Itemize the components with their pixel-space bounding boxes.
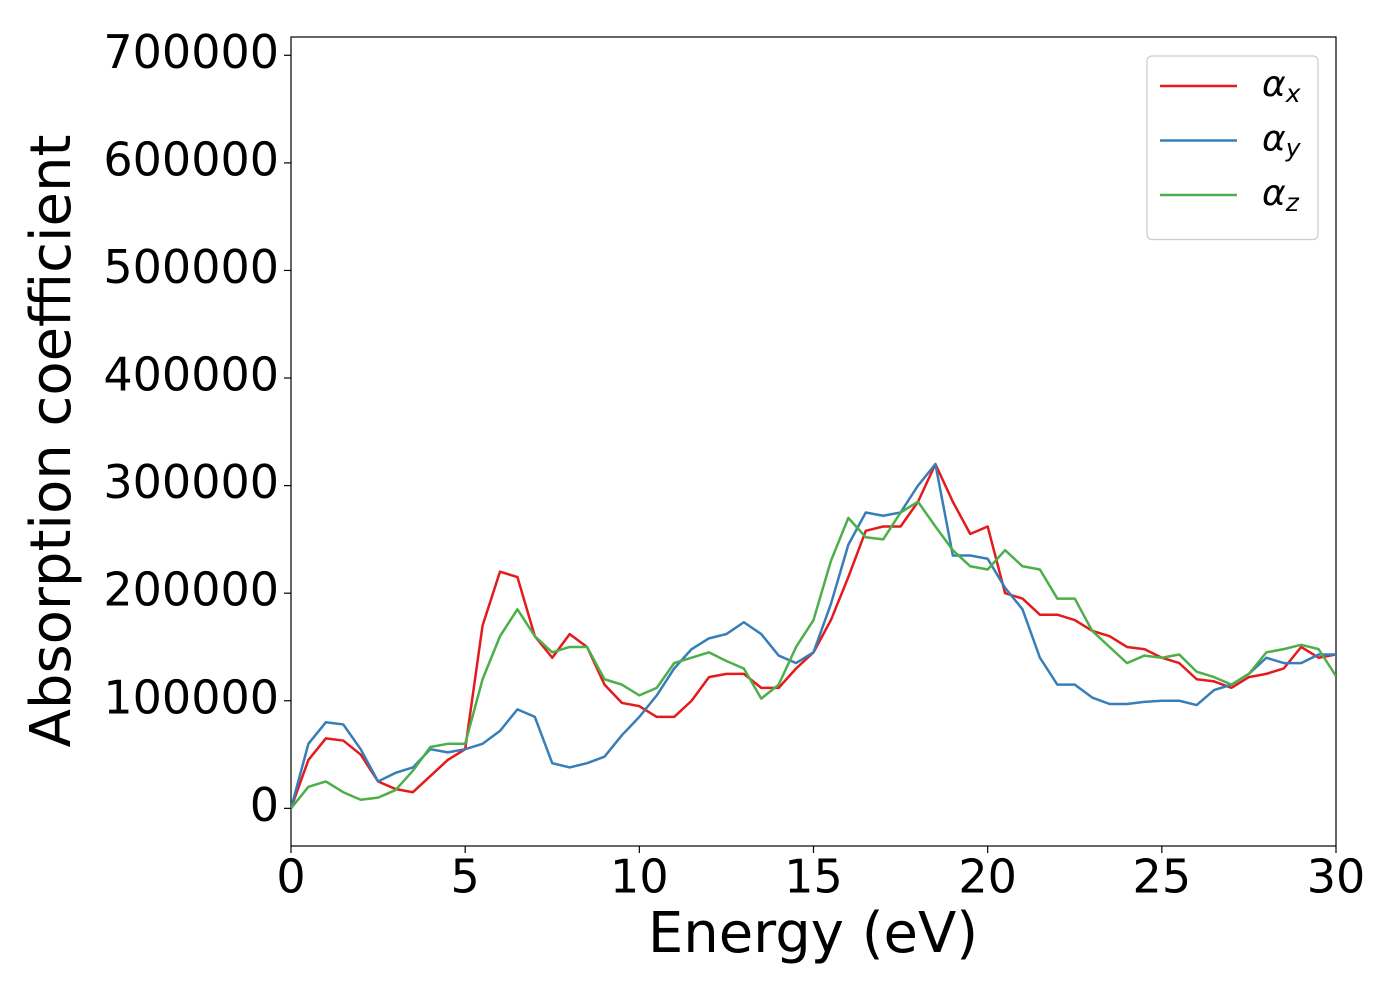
legend-label-sub: y <box>1285 134 1302 163</box>
x-tick-label: 20 <box>958 850 1017 904</box>
y-tick-label: 700000 <box>103 25 279 79</box>
x-tick-label: 0 <box>276 850 305 904</box>
y-tick-label: 300000 <box>103 455 279 509</box>
legend-box <box>1146 55 1319 241</box>
legend-label-main: α <box>1262 64 1286 105</box>
y-tick-label: 0 <box>250 778 279 832</box>
legend-label-sub: z <box>1285 188 1300 217</box>
y-tick-label: 200000 <box>103 563 279 617</box>
y-axis-label: Absorption coefficient <box>19 135 84 748</box>
series-line <box>291 462 1336 809</box>
x-tick-label: 5 <box>451 850 480 904</box>
y-tick-label: 100000 <box>103 670 279 724</box>
x-tick-label: 30 <box>1307 850 1366 904</box>
x-tick-label: 15 <box>784 850 843 904</box>
legend-label-main: α <box>1262 119 1286 160</box>
y-tick-label: 600000 <box>103 132 279 186</box>
x-tick-label: 10 <box>610 850 669 904</box>
legend-label: αy <box>1262 119 1302 163</box>
legend-label: αx <box>1262 64 1301 108</box>
legend-label-main: α <box>1262 173 1286 214</box>
x-axis-label: Energy (eV) <box>648 901 978 966</box>
series-line <box>291 462 1336 809</box>
legend-label: αz <box>1262 173 1300 217</box>
legend-label-sub: x <box>1285 79 1301 108</box>
x-tick-label: 25 <box>1133 850 1192 904</box>
series-line <box>291 500 1336 810</box>
y-tick-label: 500000 <box>103 240 279 294</box>
y-tick-label: 400000 <box>103 348 279 402</box>
